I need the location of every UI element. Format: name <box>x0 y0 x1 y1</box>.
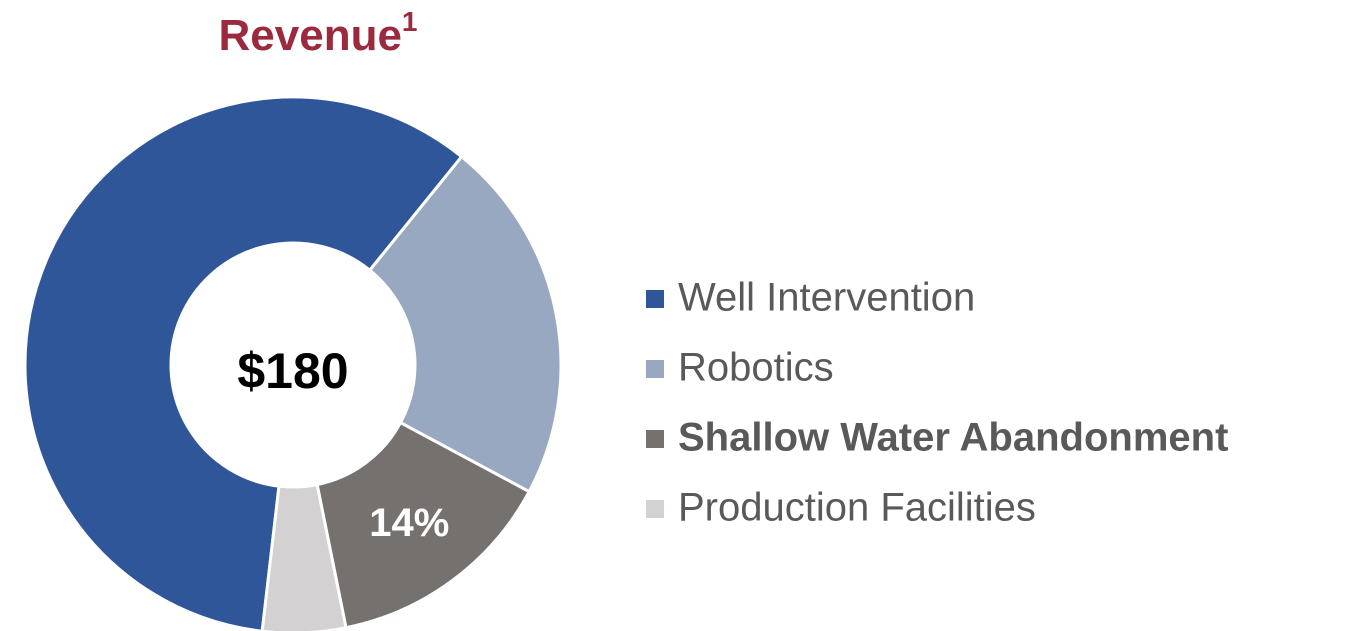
donut-slice <box>367 154 563 494</box>
legend-swatch <box>646 290 664 308</box>
legend-label: Well Intervention <box>678 276 975 320</box>
title-text: Revenue <box>219 11 402 60</box>
donut-slice <box>315 420 532 630</box>
center-label: $180 <box>237 343 348 399</box>
chart-title: Revenue1 <box>219 6 418 59</box>
legend-label: Robotics <box>678 346 834 390</box>
donut-slice <box>23 95 464 631</box>
title-superscript: 1 <box>402 6 418 37</box>
legend-label: Production Facilities <box>678 486 1036 530</box>
donut-slice <box>260 482 348 631</box>
legend-swatch <box>646 500 664 518</box>
data-label: 14% <box>369 501 449 545</box>
legend-label: Shallow Water Abandonment <box>678 416 1228 460</box>
legend-swatch <box>646 360 664 378</box>
legend-swatch <box>646 430 664 448</box>
